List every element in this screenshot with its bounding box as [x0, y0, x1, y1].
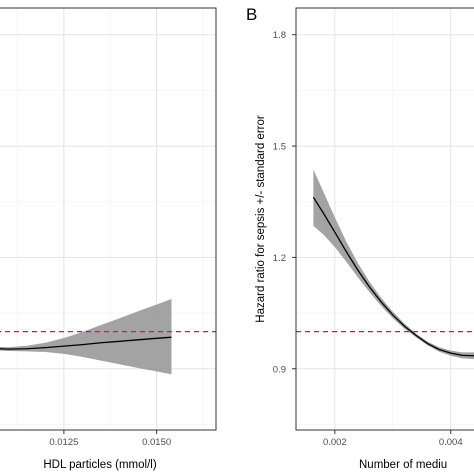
x-axis-title: Number of mediu	[359, 459, 447, 471]
y-tick-label: 1.2	[273, 253, 286, 264]
plot-area	[0, 8, 216, 430]
confidence-band	[0, 298, 172, 375]
y-tick-label: 1.8	[273, 30, 286, 41]
x-tick-label: 0.004	[439, 437, 463, 448]
y-tick-label: 0.9	[273, 364, 286, 375]
x-tick-label: 0.0150	[142, 437, 171, 448]
x-tick-label: 0.002	[323, 437, 347, 448]
hazard-ratio-line	[312, 196, 474, 357]
confidence-band	[313, 169, 474, 360]
panel-letter: B	[246, 5, 257, 24]
y-axis-title: Hazard ratio for sepsis +/- standard err…	[255, 115, 267, 323]
x-tick-label: 0.0125	[49, 437, 78, 448]
panel-border	[295, 7, 474, 431]
panel-border	[0, 7, 217, 431]
hazard-ratio-line	[0, 336, 172, 350]
x-axis-title: HDL particles (mmol/l)	[43, 459, 156, 471]
plot-area	[296, 8, 474, 430]
panel-b: 0.002 0.004 0.9 1.2 1.5 1.8 Number of mediu Haz…	[246, 5, 474, 471]
y-tick-label: 1.5	[273, 142, 286, 153]
